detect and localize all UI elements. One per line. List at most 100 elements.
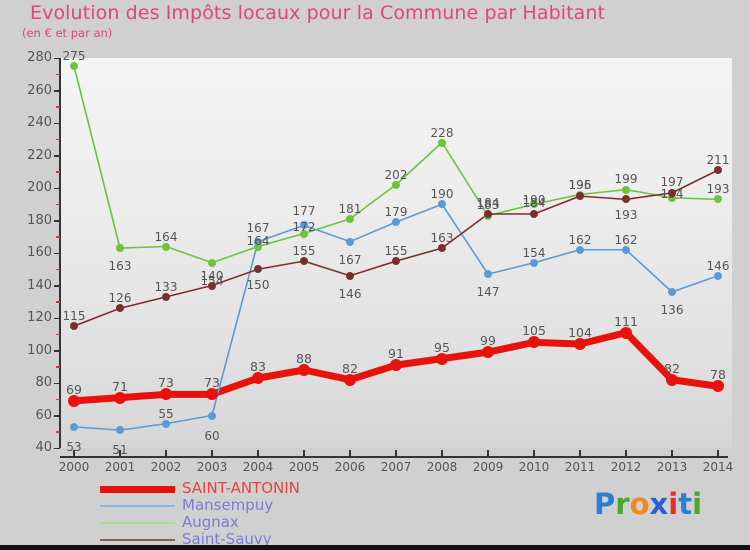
- data-label-augnax: 190: [522, 193, 546, 208]
- data-label-saint-sauvy: 115: [62, 309, 86, 324]
- legend-item-mansempuy[interactable]: Mansempuy: [60, 496, 400, 514]
- y-tick: [54, 350, 60, 352]
- data-label-saint-antonin: 82: [664, 360, 680, 376]
- data-point-saint-sauvy: [208, 281, 216, 290]
- data-label-saint-sauvy: 184: [522, 196, 546, 210]
- data-point-saint-antonin: [68, 394, 80, 407]
- y-tick-label: 200: [27, 180, 52, 195]
- data-point-saint-sauvy: [254, 265, 262, 274]
- x-tick: [211, 450, 213, 457]
- data-point-augnax: [208, 258, 216, 267]
- data-label-saint-sauvy: 163: [430, 231, 454, 246]
- data-label-saint-antonin: 78: [710, 367, 726, 383]
- data-label-mansempuy: 167: [338, 252, 362, 267]
- data-label-saint-sauvy: 193: [614, 208, 638, 223]
- data-point-saint-sauvy: [300, 257, 308, 266]
- data-label-saint-sauvy: 146: [338, 286, 362, 301]
- data-point-saint-antonin: [298, 364, 310, 376]
- x-tick-label: 2012: [610, 460, 642, 474]
- data-point-augnax: [300, 229, 308, 238]
- data-point-augnax: [530, 200, 538, 209]
- data-point-saint-antonin: [206, 388, 218, 401]
- data-label-augnax: 164: [154, 229, 178, 244]
- data-point-saint-sauvy: [438, 244, 446, 253]
- data-point-saint-sauvy: [668, 188, 676, 197]
- data-point-saint-antonin: [160, 388, 172, 401]
- data-point-saint-antonin: [252, 372, 264, 385]
- data-label-augnax: 275: [62, 49, 86, 64]
- legend-swatch-icon: [100, 485, 175, 493]
- y-tick: [54, 90, 60, 92]
- data-point-augnax: [162, 242, 170, 251]
- y-tick-minor: [56, 106, 60, 108]
- data-label-augnax: 172: [292, 219, 316, 234]
- legend-item-saint-sauvy[interactable]: Saint-Sauvy: [60, 530, 400, 548]
- legend-item-augnax[interactable]: Augnax: [60, 513, 400, 531]
- data-label-augnax: 181: [338, 201, 362, 216]
- y-tick: [54, 415, 60, 417]
- data-point-augnax: [254, 242, 262, 251]
- x-tick: [165, 450, 167, 457]
- data-point-mansempuy: [346, 237, 354, 246]
- y-tick-minor: [56, 268, 60, 271]
- data-label-augnax: 193: [706, 182, 730, 197]
- data-label-mansempuy: 60: [204, 428, 220, 443]
- x-tick: [73, 450, 75, 457]
- data-point-saint-sauvy: [622, 195, 630, 204]
- x-tick-label: 2008: [426, 460, 458, 474]
- data-label-saint-antonin: 111: [614, 313, 638, 329]
- proxiti-logo: Proxiti: [594, 487, 702, 521]
- data-label-mansempuy: 190: [430, 187, 454, 202]
- x-tick: [487, 450, 489, 457]
- legend-swatch-icon: [100, 539, 175, 541]
- data-label-augnax: 183: [476, 197, 500, 212]
- data-point-augnax: [438, 138, 446, 147]
- data-label-saint-antonin: 73: [158, 375, 174, 391]
- x-tick-label: 2002: [150, 460, 182, 474]
- data-label-augnax: 164: [246, 233, 270, 248]
- data-point-mansempuy: [576, 245, 584, 254]
- data-label-augnax: 196: [568, 177, 592, 192]
- data-label-saint-antonin: 69: [66, 381, 82, 397]
- x-tick-label: 2014: [702, 460, 734, 474]
- data-label-mansempuy: 177: [292, 204, 316, 219]
- data-label-saint-sauvy: 184: [476, 196, 500, 210]
- logo-letter: i: [692, 487, 703, 521]
- data-point-mansempuy: [254, 237, 262, 246]
- data-label-saint-sauvy: 150: [246, 278, 270, 293]
- data-point-mansempuy: [162, 419, 170, 428]
- y-tick-minor: [56, 366, 60, 368]
- data-label-saint-antonin: 91: [388, 346, 404, 362]
- y-tick-minor: [56, 138, 60, 141]
- data-point-saint-sauvy: [70, 322, 78, 331]
- data-point-saint-sauvy: [346, 271, 354, 280]
- data-point-mansempuy: [392, 218, 400, 227]
- data-point-saint-antonin: [666, 373, 678, 386]
- data-label-saint-antonin: 82: [342, 360, 358, 376]
- legend-item-saint-antonin[interactable]: SAINT-ANTONIN: [60, 479, 400, 497]
- legend-swatch-icon: [100, 505, 175, 507]
- data-label-saint-sauvy: 140: [200, 268, 224, 283]
- data-point-mansempuy: [714, 271, 722, 280]
- x-tick: [257, 450, 259, 457]
- data-label-augnax: 163: [108, 259, 132, 274]
- logo-letter: x: [649, 487, 669, 521]
- y-tick-label: 160: [27, 245, 52, 260]
- chart-title: Evolution des Impôts locaux pour la Comm…: [30, 2, 606, 24]
- data-point-saint-antonin: [528, 336, 540, 349]
- x-tick-label: 2013: [656, 460, 688, 474]
- data-point-saint-sauvy: [576, 192, 584, 201]
- chart-legend: SAINT-ANTONIN Mansempuy Augnax Saint-Sauvy: [60, 479, 400, 548]
- data-label-saint-antonin: 105: [522, 323, 546, 339]
- logo-letter: o: [629, 487, 650, 521]
- y-tick: [54, 57, 60, 59]
- y-tick: [54, 447, 60, 449]
- data-point-saint-antonin: [114, 391, 126, 404]
- data-label-mansempuy: 51: [112, 443, 128, 458]
- data-label-mansempuy: 147: [476, 285, 500, 300]
- x-tick-label: 2006: [334, 460, 366, 474]
- data-point-saint-antonin: [344, 373, 356, 386]
- x-tick: [441, 450, 443, 457]
- x-tick: [579, 450, 581, 457]
- y-tick-label: 240: [27, 115, 52, 130]
